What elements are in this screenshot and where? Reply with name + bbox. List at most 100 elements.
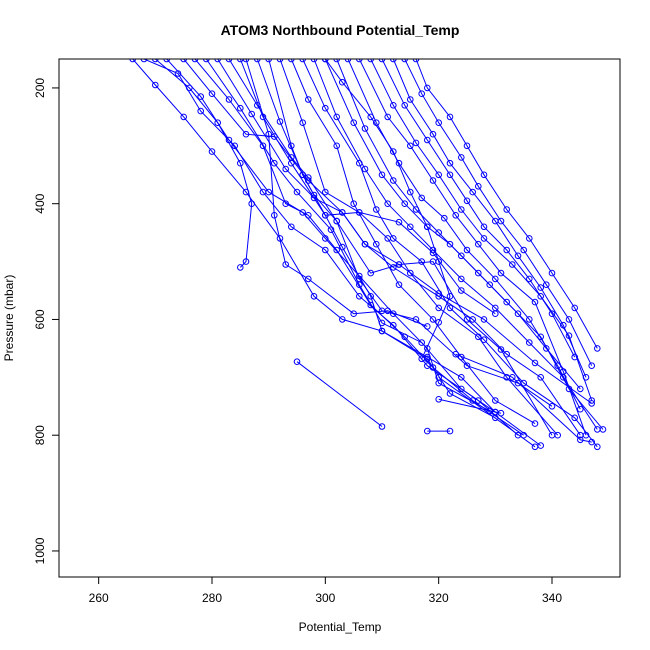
data-point: [458, 287, 465, 294]
data-point: [497, 269, 505, 277]
data-point: [463, 316, 471, 323]
data-point: [418, 90, 426, 97]
data-point: [180, 113, 187, 121]
data-point: [339, 316, 346, 323]
data-point: [390, 177, 397, 184]
profile-line: [290, 59, 536, 425]
data-point: [531, 298, 539, 306]
data-point: [242, 258, 250, 265]
data-point: [322, 188, 329, 196]
data-point: [288, 142, 295, 150]
data-point: [305, 96, 312, 103]
y-axis-label: Pressure (mbar): [2, 275, 16, 362]
data-point: [435, 258, 443, 265]
data-point: [350, 310, 358, 318]
data-point: [288, 223, 295, 231]
data-point: [429, 177, 437, 184]
data-point: [322, 212, 329, 219]
data-point: [390, 148, 397, 155]
data-point: [293, 358, 301, 366]
data-point: [577, 436, 584, 444]
profile-series: [378, 59, 579, 361]
x-tick-label: 320: [429, 591, 449, 605]
profile-series: [435, 396, 505, 417]
data-point: [407, 269, 414, 277]
profile-series: [322, 59, 454, 363]
profile-series: [265, 59, 499, 422]
data-point: [446, 240, 454, 248]
profile-series: [288, 59, 539, 427]
profile-line: [302, 59, 598, 448]
profile-series: [401, 59, 596, 370]
data-point: [407, 142, 414, 150]
data-point: [435, 171, 443, 179]
data-point: [480, 171, 488, 179]
data-point: [520, 431, 528, 439]
data-point: [452, 212, 460, 219]
data-point: [361, 125, 369, 132]
data-point: [271, 159, 278, 167]
data-point: [299, 119, 307, 126]
data-point: [435, 396, 443, 403]
profile-line: [228, 59, 553, 436]
data-point: [446, 304, 454, 312]
x-tick-label: 300: [315, 591, 335, 605]
y-tick-label: 400: [33, 193, 47, 213]
data-point: [560, 368, 567, 375]
data-point: [305, 212, 312, 219]
profile-line: [194, 59, 524, 436]
data-point: [446, 171, 454, 179]
data-point: [582, 374, 590, 381]
data-point: [441, 214, 448, 222]
x-tick-label: 260: [89, 591, 109, 605]
data-point: [429, 249, 437, 257]
data-point: [514, 310, 522, 318]
data-point: [497, 346, 505, 353]
data-point: [378, 171, 386, 179]
data-point: [322, 104, 329, 112]
data-point: [571, 304, 579, 312]
data-point: [248, 200, 255, 207]
profile-series: [356, 59, 590, 439]
profile-series: [435, 374, 539, 451]
data-point: [305, 174, 312, 181]
data-point: [503, 246, 511, 254]
data-point: [231, 142, 238, 150]
data-point: [259, 113, 267, 121]
data-point: [588, 397, 596, 404]
data-point: [282, 261, 290, 268]
data-point: [333, 246, 341, 254]
data-point: [548, 269, 556, 277]
data-point: [492, 275, 499, 283]
data-point: [435, 229, 443, 236]
data-point: [373, 240, 380, 248]
data-point: [197, 107, 204, 115]
data-point: [333, 142, 341, 150]
data-point: [225, 96, 233, 103]
y-tick-label: 800: [33, 425, 47, 445]
data-point: [446, 427, 454, 435]
data-point: [480, 316, 488, 323]
data-point: [458, 206, 465, 213]
data-point: [361, 165, 369, 173]
data-point: [429, 364, 437, 371]
profile-line: [404, 59, 593, 366]
profile-series: [237, 59, 499, 318]
data-point: [356, 209, 363, 216]
data-point: [531, 420, 539, 427]
data-point: [424, 84, 431, 92]
data-point: [407, 223, 414, 231]
data-point: [356, 293, 363, 300]
data-point: [503, 206, 511, 213]
data-point: [407, 188, 414, 196]
data-point: [537, 374, 545, 381]
data-point: [412, 316, 420, 323]
profile-line: [132, 59, 541, 447]
data-point: [395, 261, 403, 268]
data-point: [543, 281, 550, 289]
data-point: [367, 293, 375, 300]
data-point: [401, 102, 409, 109]
data-point: [208, 148, 216, 155]
